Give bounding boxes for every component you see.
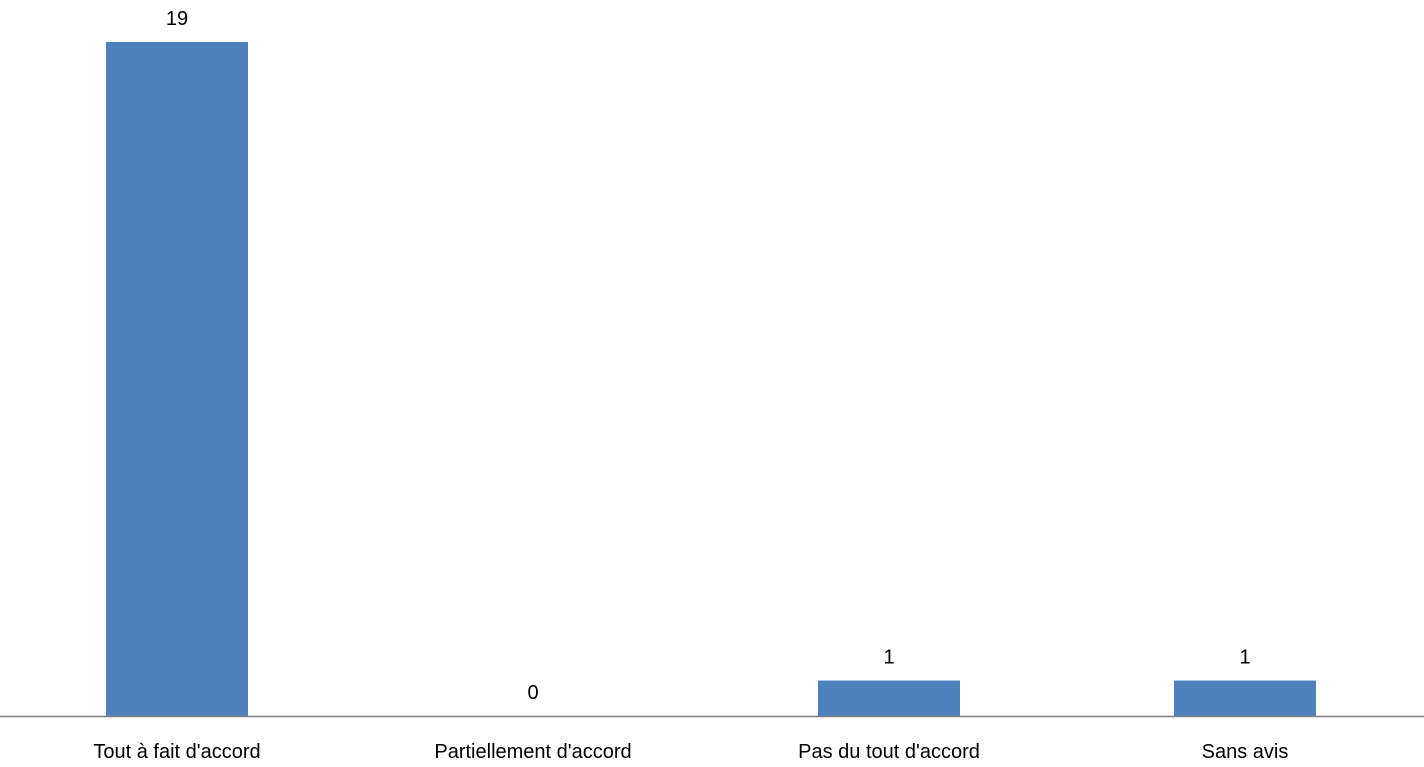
- bar-0: [106, 42, 248, 716]
- category-label-0: Tout à fait d'accord: [93, 741, 260, 763]
- bars-layer: [106, 42, 1316, 716]
- data-labels-layer: 19 0 1 1: [166, 8, 1251, 704]
- data-label-0: 19: [166, 8, 188, 30]
- data-label-3: 1: [1239, 647, 1250, 669]
- category-label-1: Partiellement d'accord: [434, 741, 631, 763]
- category-labels-layer: Tout à fait d'accord Partiellement d'acco…: [93, 741, 1288, 763]
- data-label-2: 1: [883, 647, 894, 669]
- category-label-2: Pas du tout d'accord: [798, 741, 980, 763]
- bar-2: [818, 680, 960, 716]
- data-label-1: 0: [527, 682, 538, 704]
- category-label-3: Sans avis: [1202, 741, 1289, 763]
- bar-3: [1174, 680, 1316, 716]
